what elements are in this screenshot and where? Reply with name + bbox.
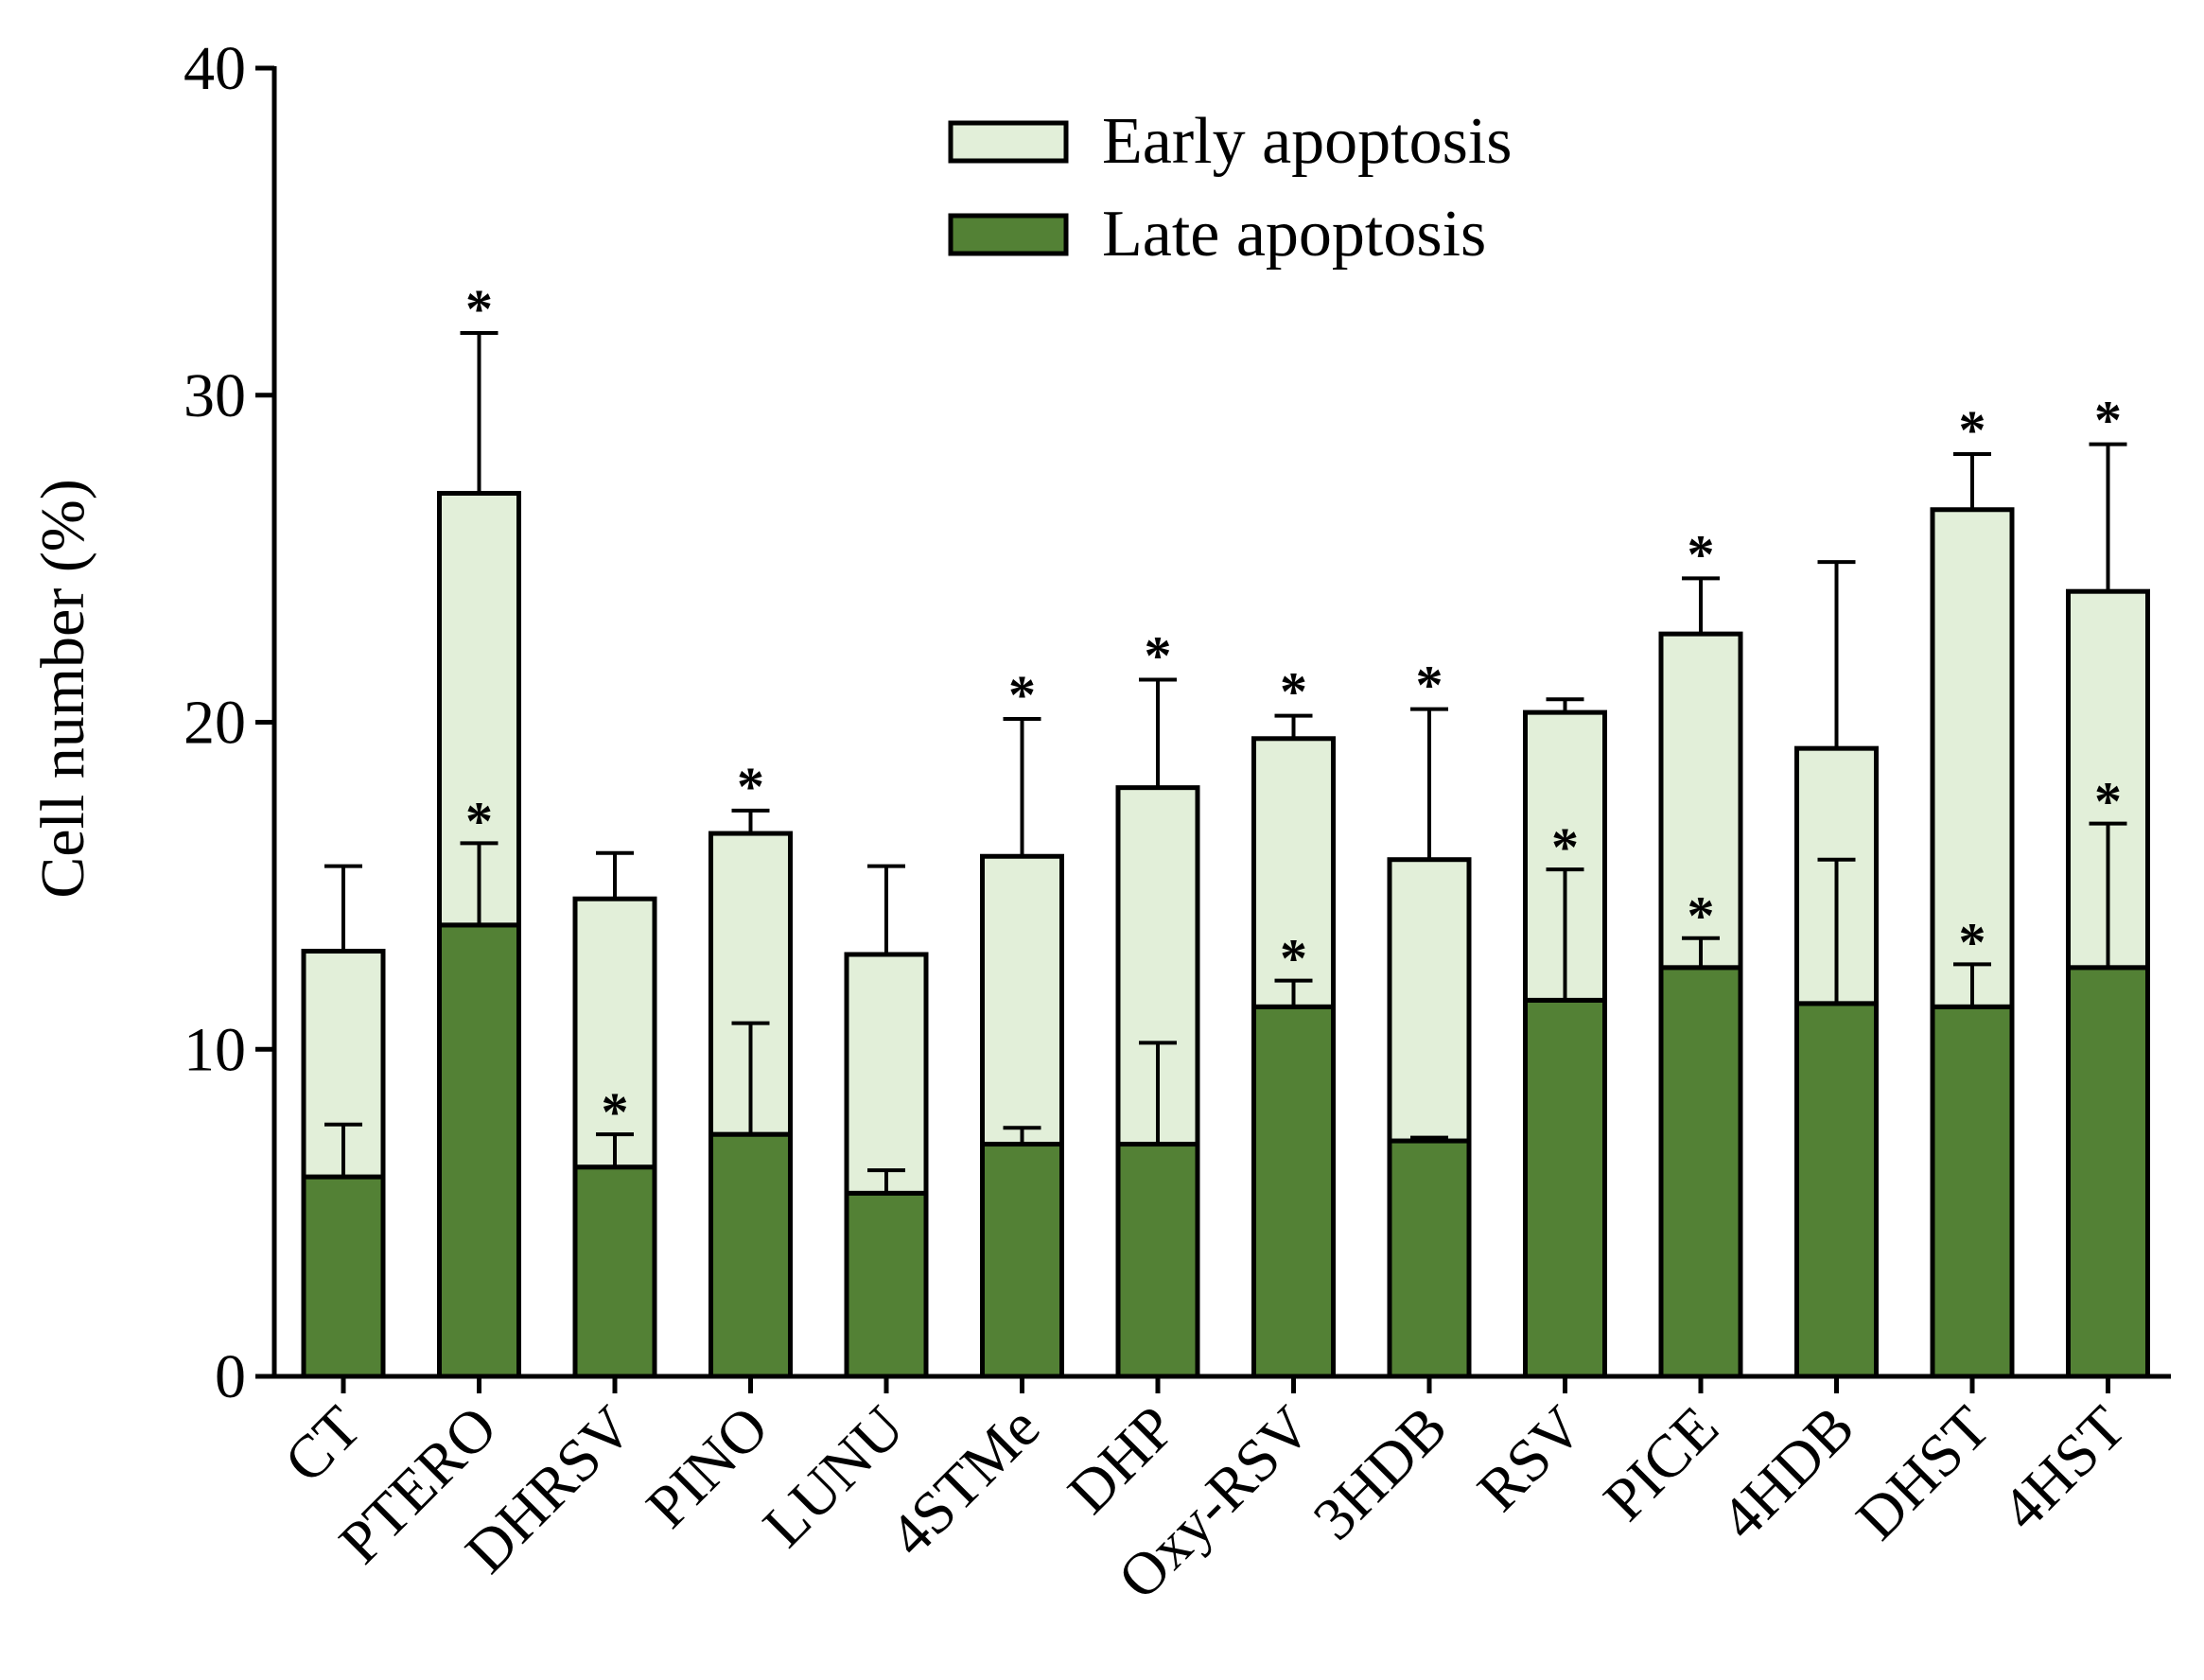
axes-layer: 0 10 20 30 40 bbox=[184, 34, 2171, 1411]
bar-late-LUNU bbox=[844, 1190, 929, 1379]
bar-late-3HDB bbox=[1387, 1138, 1472, 1379]
significance-early-PINO: * bbox=[737, 756, 764, 817]
bar-early-LUNU bbox=[844, 952, 929, 1196]
legend-label-late-apoptosis: Late apoptosis bbox=[1102, 198, 1486, 271]
x-tick-label-4HDB: 4HDB bbox=[1707, 1393, 1866, 1552]
bar-early-DHST bbox=[1930, 507, 2015, 1009]
bar-late-Oxy-RSV bbox=[1251, 1004, 1336, 1379]
bar-late-DHP bbox=[1115, 1142, 1200, 1379]
significance-early-4HST: * bbox=[2094, 390, 2122, 451]
bar-late-DHST bbox=[1930, 1004, 2015, 1379]
bar-late-DHRSV bbox=[572, 1164, 657, 1379]
significance-late-PICE: * bbox=[1688, 885, 1715, 947]
y-tick-label-20: 20 bbox=[184, 689, 246, 758]
significance-early-4STMe: * bbox=[1008, 664, 1036, 726]
bar-late-CT bbox=[301, 1174, 386, 1379]
significance-late-DHRSV: * bbox=[602, 1081, 629, 1143]
x-tick-label-4HST: 4HST bbox=[1988, 1393, 2138, 1543]
legend-swatch-early-apoptosis bbox=[948, 120, 1069, 164]
x-tick-label-DHST: DHST bbox=[1844, 1393, 2003, 1552]
significance-late-PTERO: * bbox=[465, 790, 493, 851]
legend-swatch-late-apoptosis bbox=[948, 213, 1069, 256]
significance-late-4HST: * bbox=[2094, 771, 2122, 832]
bar-late-PINO bbox=[708, 1131, 793, 1379]
bar-late-PTERO bbox=[437, 922, 521, 1379]
x-tick-label-PICE: PICE bbox=[1591, 1393, 1731, 1533]
significance-late-DHST: * bbox=[1959, 911, 1986, 972]
bar-late-4HDB bbox=[1794, 1001, 1879, 1379]
bar-late-4HST bbox=[2066, 965, 2150, 1379]
bar-late-PICE bbox=[1658, 965, 1743, 1379]
significance-early-PICE: * bbox=[1688, 523, 1715, 585]
significance-early-PTERO: * bbox=[465, 278, 493, 340]
y-tick-label-40: 40 bbox=[184, 34, 246, 103]
bar-early-4STMe bbox=[980, 853, 1064, 1147]
bars-layer bbox=[301, 490, 2150, 1379]
bar-early-PICE bbox=[1658, 631, 1743, 971]
y-tick-label-0: 0 bbox=[215, 1342, 246, 1411]
x-tick-label-3HDB: 3HDB bbox=[1301, 1393, 1460, 1552]
bar-early-Oxy-RSV bbox=[1251, 736, 1336, 1009]
y-axis-label: Cell number (%) bbox=[28, 479, 97, 899]
x-tick-label-CT: CT bbox=[271, 1393, 374, 1496]
significance-early-DHST: * bbox=[1959, 399, 1986, 461]
bar-late-RSV bbox=[1523, 997, 1607, 1379]
legend: Early apoptosis Late apoptosis bbox=[948, 105, 1513, 271]
legend-label-early-apoptosis: Early apoptosis bbox=[1102, 105, 1513, 178]
significance-late-RSV: * bbox=[1551, 816, 1579, 878]
bar-late-4STMe bbox=[980, 1142, 1064, 1379]
significance-late-Oxy-RSV: * bbox=[1280, 928, 1307, 989]
error-bars-layer bbox=[324, 331, 2127, 1194]
bar-early-3HDB bbox=[1387, 857, 1472, 1144]
significance-early-DHP: * bbox=[1145, 625, 1172, 687]
y-tick-label-30: 30 bbox=[184, 361, 246, 430]
y-tick-label-10: 10 bbox=[184, 1015, 246, 1084]
x-tick-label-RSV: RSV bbox=[1464, 1393, 1595, 1524]
significance-layer: * * * * * * * * * * * * * * * * bbox=[465, 278, 2122, 1143]
x-tick-label-4STMe: 4STMe bbox=[876, 1393, 1052, 1569]
significance-early-Oxy-RSV: * bbox=[1280, 661, 1307, 723]
significance-early-3HDB: * bbox=[1416, 655, 1443, 716]
